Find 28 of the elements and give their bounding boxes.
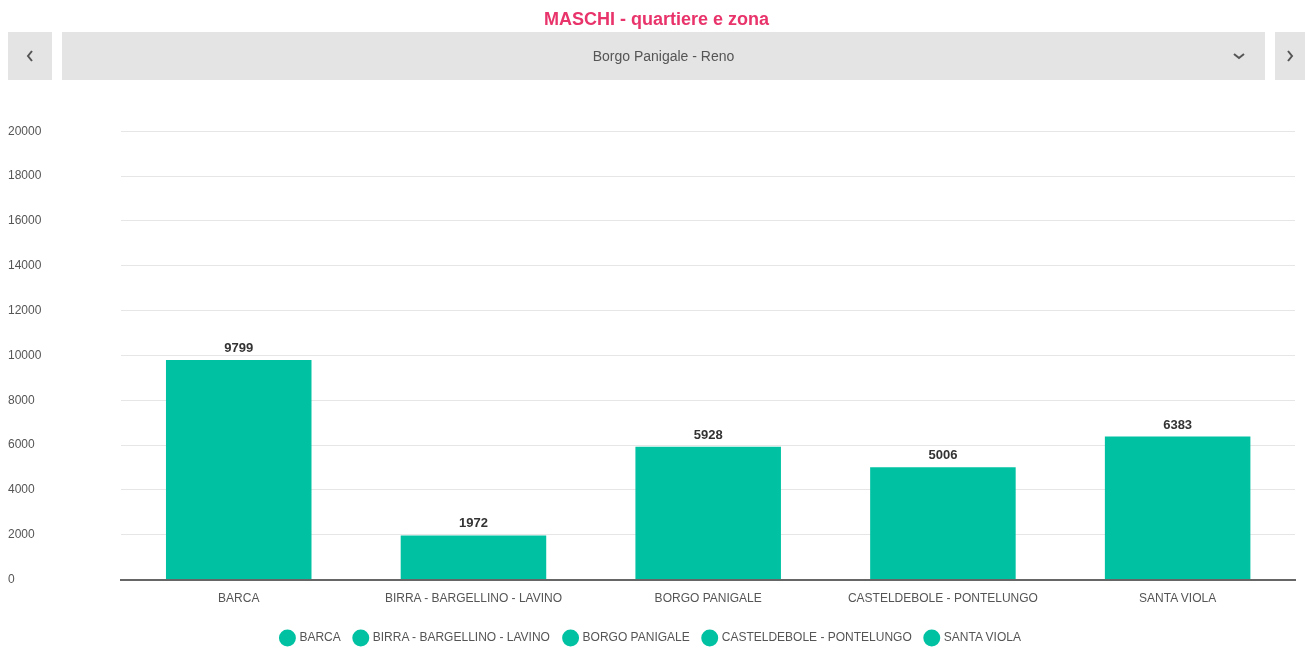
legend-label: BIRRA - BARGELLINO - LAVINO <box>372 630 550 645</box>
x-tick-label: BORGO PANIGALE <box>654 591 762 606</box>
x-tick-label: SANTA VIOLA <box>1139 591 1217 606</box>
y-tick-label: 2000 <box>8 527 36 542</box>
data-label: 5928 <box>693 426 723 442</box>
chart-title: MASCHI - quartiere e zona <box>542 8 770 30</box>
x-tick-label: BARCA <box>218 591 260 606</box>
legend-label: BARCA <box>299 630 341 645</box>
legend-label: BORGO PANIGALE <box>582 630 690 645</box>
x-tick-label: CASTELDEBOLE - PONTELUNGO <box>847 591 1038 606</box>
legend-label: CASTELDEBOLE - PONTELUNGO <box>721 630 912 645</box>
legend-label: SANTA VIOLA <box>943 630 1021 645</box>
data-label: 6383 <box>1163 416 1193 432</box>
y-tick-label: 10000 <box>8 347 42 362</box>
y-tick-label: 6000 <box>8 437 36 452</box>
y-tick-label: 0 <box>8 571 15 586</box>
data-label: 1972 <box>459 515 488 531</box>
y-tick-label: 14000 <box>8 258 42 273</box>
data-label: 9799 <box>224 339 254 355</box>
data-label: 5006 <box>928 447 958 463</box>
y-tick-label: 18000 <box>8 168 42 183</box>
x-tick-label: BIRRA - BARGELLINO - LAVINO <box>384 591 563 606</box>
y-tick-label: 16000 <box>8 213 42 228</box>
chart-subtitle: Borgo Panigale - Reno <box>592 48 735 64</box>
y-tick-label: 4000 <box>8 482 36 497</box>
y-tick-label: 8000 <box>8 392 36 407</box>
y-tick-label: 12000 <box>8 302 42 317</box>
y-tick-label: 20000 <box>8 123 42 138</box>
